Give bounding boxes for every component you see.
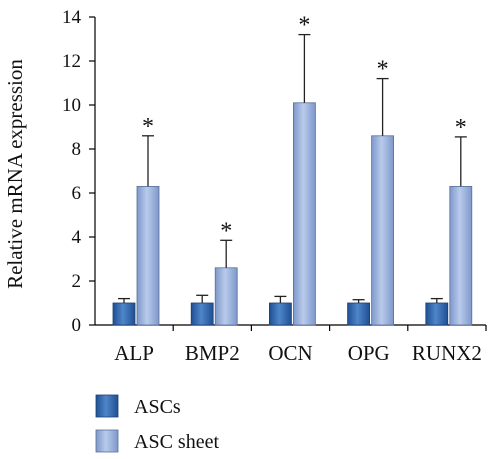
labels: 0 2 4 6 8 10 12 14 ALP * BMP2 * OCN * OPG * RUNX2 *: [62, 7, 482, 365]
category-label: BMP2: [185, 341, 240, 365]
bar-asc-sheet: [214, 267, 238, 326]
bar-ascs: [112, 302, 136, 326]
y-tick-label: 14: [62, 7, 82, 28]
category-label: OPG: [348, 341, 390, 365]
legend-label-ascs: ASCs: [134, 396, 181, 418]
legend: ASCs ASC sheet: [95, 394, 219, 453]
bar-ascs: [425, 302, 449, 326]
bar-asc-sheet: [136, 185, 160, 326]
category-label: RUNX2: [412, 341, 482, 365]
significance-marker: *: [142, 114, 154, 140]
y-tick-label: 8: [72, 139, 82, 160]
bar-asc-sheet: [292, 102, 316, 326]
significance-marker: *: [220, 218, 232, 244]
legend-swatch-ascs: [95, 394, 119, 418]
significance-marker: *: [377, 57, 389, 83]
y-tick-label: 4: [72, 227, 82, 248]
significance-marker: *: [298, 13, 310, 39]
significance-marker: *: [455, 115, 467, 141]
bars: [112, 33, 473, 326]
bar-ascs: [347, 302, 371, 326]
legend-swatch-asc-sheet: [95, 429, 119, 453]
y-tick-label: 2: [72, 271, 82, 292]
bar-ascs: [268, 302, 292, 326]
bar-asc-sheet: [449, 185, 473, 326]
axes: [89, 16, 487, 331]
legend-label-asc-sheet: ASC sheet: [134, 431, 219, 453]
category-label: ALP: [114, 341, 154, 365]
bar-ascs: [190, 302, 214, 326]
y-tick-label: 10: [62, 95, 81, 116]
y-tick-label: 0: [72, 315, 82, 336]
y-axis-label: Relative mRNA expression: [3, 59, 27, 289]
y-tick-label: 6: [72, 183, 82, 204]
bar-asc-sheet: [371, 135, 395, 326]
y-tick-label: 12: [62, 51, 81, 72]
category-label: OCN: [268, 341, 312, 365]
